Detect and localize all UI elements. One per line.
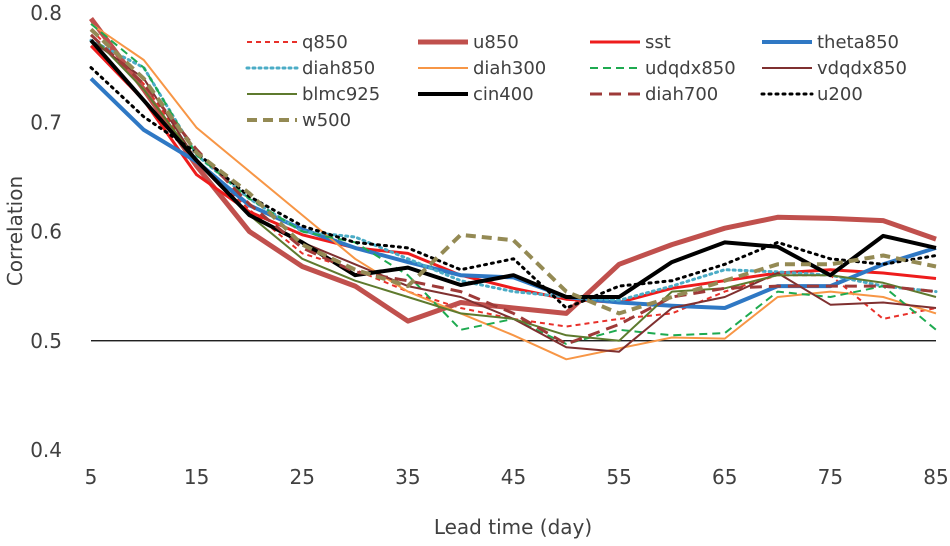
series-line-diah850	[89, 38, 938, 302]
legend-label-diah850: diah850	[302, 58, 375, 79]
legend-label-u850: u850	[473, 32, 519, 53]
legend-label-theta850: theta850	[817, 32, 899, 53]
y-tick-label: 0.7	[30, 110, 62, 134]
series-line-u850	[88, 17, 937, 324]
y-tick-label: 0.5	[30, 329, 62, 353]
x-tick-label: 85	[923, 465, 948, 489]
x-tick-label: 15	[184, 465, 209, 489]
legend-label-diah300: diah300	[473, 58, 546, 79]
series-line-diah300	[90, 23, 937, 361]
series-line-diah700	[89, 33, 937, 346]
legend-label-cin400: cin400	[473, 84, 534, 105]
x-tick-label: 5	[85, 465, 98, 489]
x-axis-label: Lead time (day)	[434, 515, 592, 539]
legend: q850 u850 sst theta850 diah850 diah300 udqdx85…	[245, 32, 907, 131]
x-tick-label: 45	[501, 465, 526, 489]
plot-lines	[88, 17, 938, 361]
legend-label-vdqdx850: vdqdx850	[817, 58, 907, 79]
x-tick-label: 35	[395, 465, 420, 489]
series-line-cin400	[89, 38, 937, 299]
legend-label-sst: sst	[645, 32, 671, 53]
x-tick-label: 65	[712, 465, 737, 489]
y-tick-label: 0.4	[30, 438, 62, 462]
legend-label-u200: u200	[817, 84, 863, 105]
y-tick-label: 0.8	[30, 1, 62, 25]
axes: 0.4 0.5 0.6 0.7 0.8 5 15 25 35 45 55 65 75 85	[30, 1, 949, 489]
legend-label-w500: w500	[302, 110, 351, 131]
x-tick-label: 75	[818, 465, 843, 489]
y-axis-label: Correlation	[3, 176, 27, 286]
legend-label-blmc925: blmc925	[302, 84, 380, 105]
x-tick-label: 55	[606, 465, 631, 489]
legend-label-udqdx850: udqdx850	[645, 58, 736, 79]
y-tick-label: 0.6	[30, 220, 62, 244]
x-tick-label: 25	[290, 465, 315, 489]
legend-label-diah700: diah700	[645, 84, 718, 105]
legend-label-q850: q850	[302, 32, 348, 53]
